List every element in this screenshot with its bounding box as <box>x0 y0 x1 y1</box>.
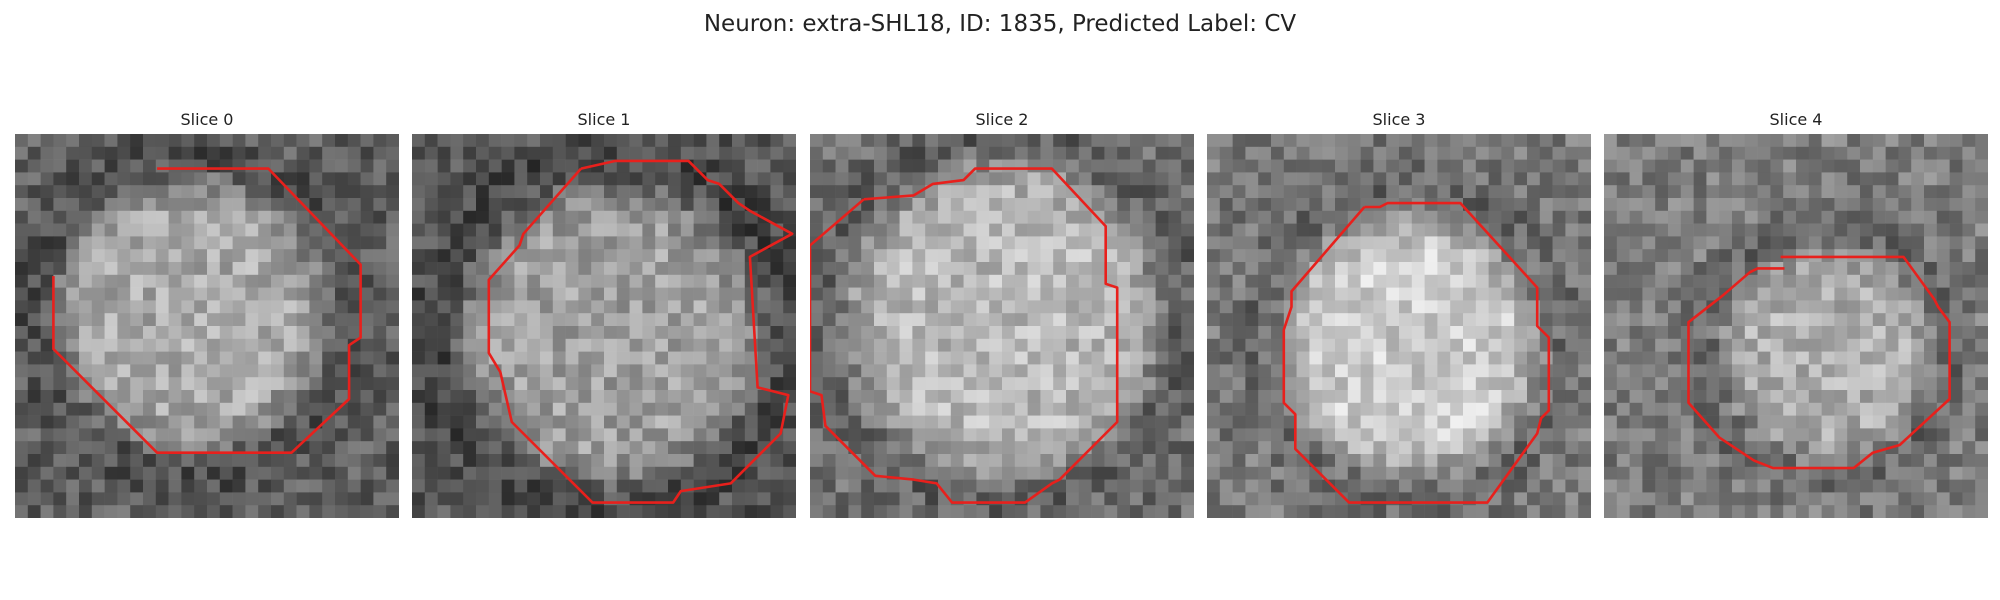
slice-2-title: Slice 2 <box>975 110 1029 129</box>
segmentation-contour <box>1282 201 1551 504</box>
segmentation-contour <box>487 159 794 504</box>
slice-4-title: Slice 4 <box>1769 110 1823 129</box>
figure-title: Neuron: extra-SHL18, ID: 1835, Predicted… <box>703 11 1297 37</box>
segmentation-contour <box>1687 255 1951 470</box>
slice-3-title: Slice 3 <box>1372 110 1426 129</box>
pixel-grid <box>15 134 399 518</box>
segmentation-contour <box>52 167 362 455</box>
slice-3-image <box>1207 134 1591 518</box>
segmentation-contour <box>810 167 1119 504</box>
pixel-grid <box>1604 134 1988 518</box>
pixel-grid <box>810 134 1194 518</box>
pixel-grid <box>412 134 796 518</box>
slice-1-image <box>412 134 796 518</box>
slice-4-image <box>1604 134 1988 518</box>
pixel-grid <box>1207 134 1591 518</box>
slice-1-title: Slice 1 <box>577 110 631 129</box>
slice-0-title: Slice 0 <box>180 110 234 129</box>
slice-0-image <box>15 134 399 518</box>
slice-2-image <box>810 134 1194 518</box>
